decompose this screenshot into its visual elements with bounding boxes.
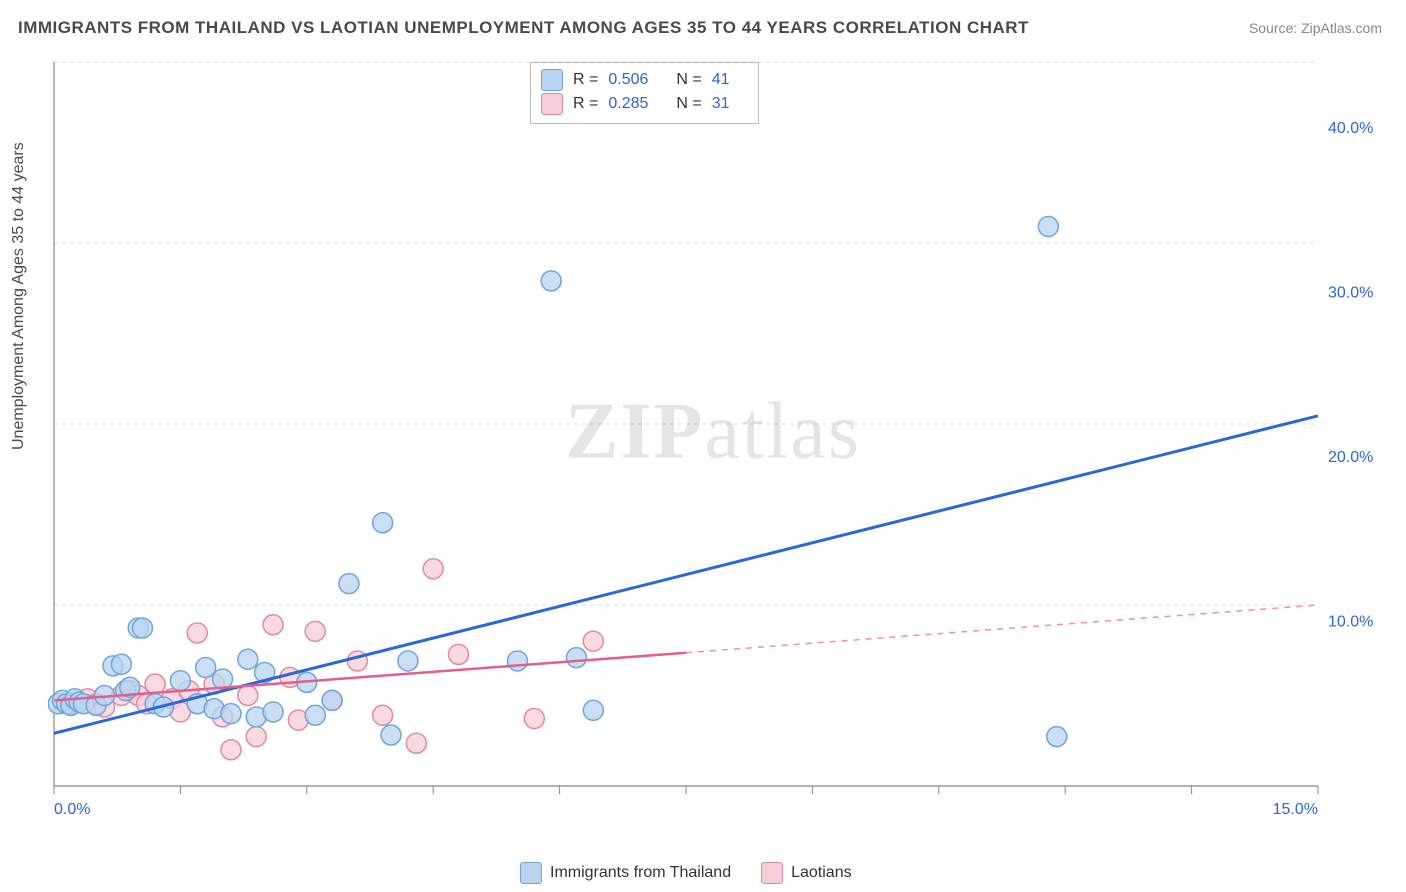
series-legend: Immigrants from Thailand Laotians: [520, 862, 852, 884]
scatter-chart-svg: 0.0% 15.0% 10.0% 20.0% 30.0% 40.0%: [48, 56, 1378, 826]
n-value-1: 31: [712, 95, 730, 113]
r-value-0: 0.506: [608, 71, 648, 89]
svg-text:15.0%: 15.0%: [1273, 801, 1318, 818]
r-label-1: R =: [573, 95, 598, 113]
correlation-legend: R = 0.506 N = 41 R = 0.285 N = 31: [530, 62, 759, 124]
legend-item-thailand: Immigrants from Thailand: [520, 862, 731, 884]
swatch-thailand: [541, 69, 563, 91]
chart-title: IMMIGRANTS FROM THAILAND VS LAOTIAN UNEM…: [18, 18, 1029, 38]
svg-text:20.0%: 20.0%: [1328, 449, 1373, 466]
svg-text:30.0%: 30.0%: [1328, 284, 1373, 301]
svg-text:40.0%: 40.0%: [1328, 120, 1373, 137]
series-name-1: Laotians: [791, 864, 852, 882]
y-axis-label: Unemployment Among Ages 35 to 44 years: [10, 142, 28, 450]
n-label-1: N =: [676, 95, 701, 113]
source-value: ZipAtlas.com: [1301, 20, 1382, 36]
svg-text:10.0%: 10.0%: [1328, 613, 1373, 630]
svg-text:0.0%: 0.0%: [54, 801, 90, 818]
n-label-0: N =: [676, 71, 701, 89]
legend-item-laotians: Laotians: [761, 862, 852, 884]
source-attribution: Source: ZipAtlas.com: [1249, 20, 1382, 36]
legend-row-laotians: R = 0.285 N = 31: [541, 93, 748, 115]
r-label-0: R =: [573, 71, 598, 89]
plot-area: 0.0%15.0%10.0%20.0%30.0%40.0% ZIPatlas: [48, 56, 1378, 826]
series-name-0: Immigrants from Thailand: [550, 864, 731, 882]
swatch-laotians: [541, 93, 563, 115]
source-label: Source:: [1249, 20, 1297, 36]
legend-row-thailand: R = 0.506 N = 41: [541, 69, 748, 91]
n-value-0: 41: [712, 71, 730, 89]
r-value-1: 0.285: [608, 95, 648, 113]
swatch-thailand-bottom: [520, 862, 542, 884]
swatch-laotians-bottom: [761, 862, 783, 884]
